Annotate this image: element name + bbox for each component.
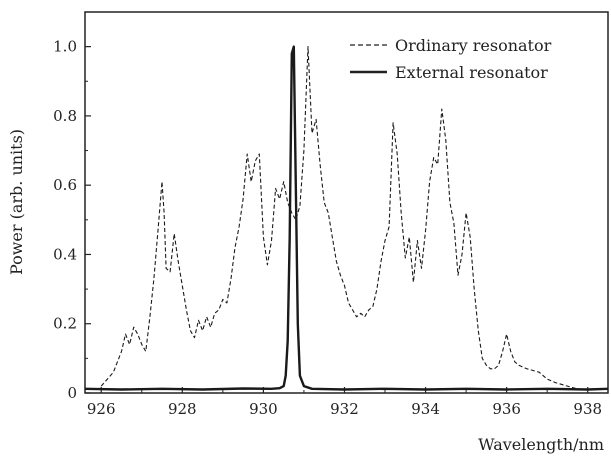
legend-label-ordinary: Ordinary resonator (395, 36, 552, 55)
y-tick-label: 0.8 (53, 107, 77, 125)
x-axis-title: Wavelength/nm (478, 435, 604, 454)
y-tick-label: 1.0 (53, 38, 77, 56)
y-tick-label: 0.6 (53, 176, 77, 194)
y-axis-ticks: 0 0.2 0.4 0.6 0.8 1.0 (53, 38, 91, 402)
y-tick-label: 0 (67, 384, 77, 402)
y-tick-label: 0.2 (53, 315, 77, 333)
x-tick-label: 930 (249, 400, 278, 418)
series-layer (84, 45, 609, 391)
y-tick-label: 0.4 (53, 245, 77, 263)
y-axis-title: Power (arb. units) (7, 129, 26, 275)
x-tick-label: 928 (168, 400, 197, 418)
series-external-resonator-line (84, 45, 609, 391)
x-tick-label: 926 (87, 400, 116, 418)
series-ordinary-resonator-line (100, 46, 608, 391)
x-tick-label: 938 (573, 400, 602, 418)
x-tick-label: 932 (330, 400, 359, 418)
plot-frame (84, 11, 609, 394)
x-tick-label: 936 (492, 400, 521, 418)
legend: Ordinary resonator External resonator (350, 36, 552, 82)
x-tick-label: 934 (411, 400, 440, 418)
legend-label-external: External resonator (395, 63, 548, 82)
x-axis-ticks: 926 928 930 932 934 936 938 (87, 387, 602, 418)
